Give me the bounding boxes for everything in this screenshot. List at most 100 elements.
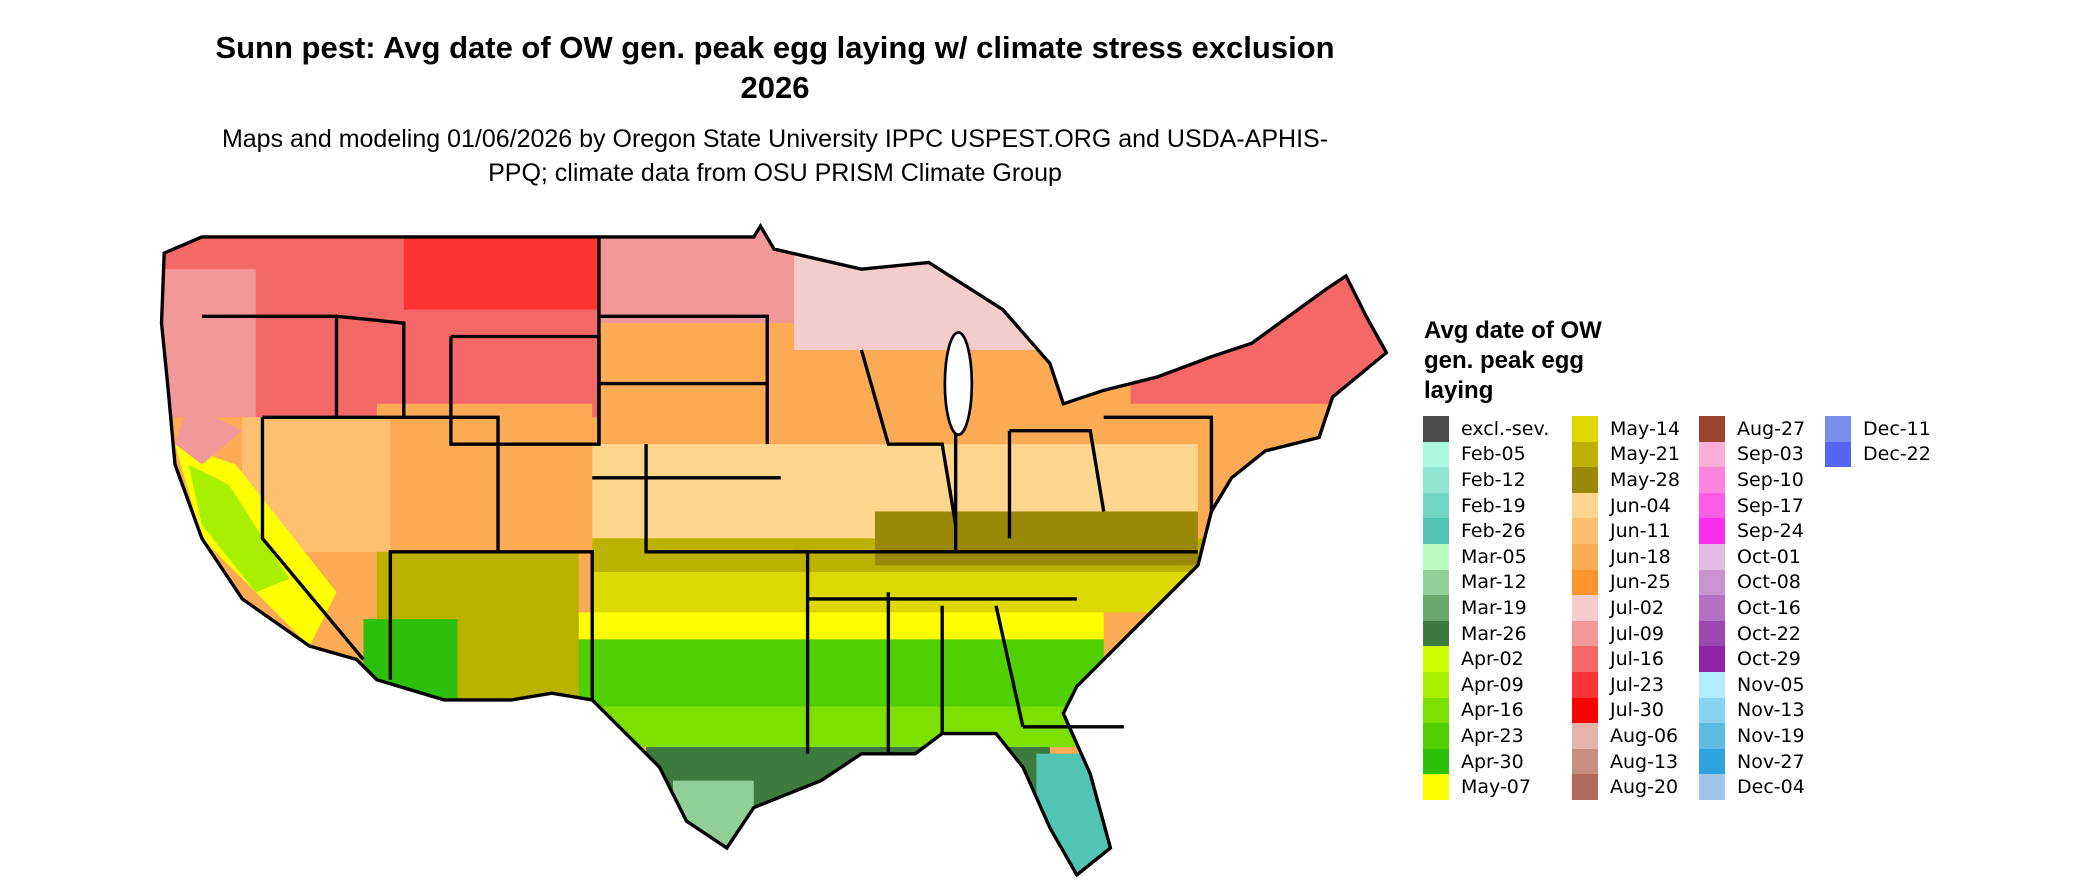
legend-swatch (1423, 416, 1449, 442)
legend-swatch (1423, 518, 1449, 544)
chart-subtitle: Maps and modeling 01/06/2026 by Oregon S… (221, 125, 1329, 187)
legend-item: Jun-25 (1572, 569, 1680, 596)
legend-item: Feb-19 (1423, 492, 1549, 519)
legend-item: Mar-12 (1423, 569, 1549, 596)
legend-label: Feb-05 (1461, 443, 1526, 466)
legend-swatch (1825, 416, 1851, 442)
legend-label: Apr-30 (1461, 750, 1524, 773)
legend-item: May-14 (1572, 416, 1680, 442)
legend-label: Jul-16 (1610, 648, 1664, 671)
legend-label: Jun-04 (1610, 494, 1671, 517)
legend-item: May-07 (1423, 774, 1549, 800)
legend-label: Jul-23 (1610, 673, 1664, 696)
legend-swatch (1572, 748, 1598, 775)
legend-item: Apr-09 (1423, 671, 1549, 698)
legend-item: Mar-26 (1423, 620, 1549, 647)
legend-item: Apr-16 (1423, 697, 1549, 724)
legend-item: Jul-16 (1572, 646, 1680, 672)
legend-label: Jul-09 (1610, 622, 1664, 645)
legend-swatch (1423, 774, 1449, 800)
legend-item: Feb-05 (1423, 441, 1549, 468)
legend-swatch (1423, 595, 1449, 621)
legend-swatch (1572, 595, 1598, 621)
legend-label: Oct-08 (1737, 571, 1801, 594)
legend-swatch (1423, 492, 1449, 519)
legend-item: Dec-04 (1699, 774, 1805, 800)
legend-label: Feb-12 (1461, 468, 1526, 491)
legend-label: May-07 (1461, 776, 1531, 799)
legend-swatch (1572, 723, 1598, 749)
state-borders (159, 224, 1389, 877)
legend-label: Sep-24 (1737, 520, 1804, 543)
legend-label: Dec-22 (1863, 443, 1931, 466)
legend-label: Jul-02 (1610, 596, 1664, 619)
legend-swatch (1572, 671, 1598, 698)
legend-item: Nov-13 (1699, 697, 1805, 724)
legend-swatch (1572, 492, 1598, 519)
legend-swatch (1572, 467, 1598, 493)
legend-swatch (1423, 646, 1449, 672)
legend-item: Nov-19 (1699, 723, 1805, 749)
legend-swatch (1572, 569, 1598, 596)
legend-label: Feb-26 (1461, 520, 1526, 543)
legend-swatch (1699, 723, 1725, 749)
legend-swatch (1699, 646, 1725, 672)
legend-swatch (1699, 774, 1725, 800)
legend-label: May-14 (1610, 417, 1680, 440)
legend-item: Aug-13 (1572, 748, 1680, 775)
legend-swatch (1699, 595, 1725, 621)
legend-item: excl.-sev. (1423, 416, 1549, 442)
legend-swatch (1423, 748, 1449, 775)
legend-label: Nov-05 (1737, 673, 1805, 696)
legend-label: Dec-11 (1863, 417, 1931, 440)
legend-label: Sep-17 (1737, 494, 1804, 517)
legend-swatch (1699, 492, 1725, 519)
legend-swatch (1423, 723, 1449, 749)
legend-swatch (1572, 620, 1598, 647)
legend-swatch (1699, 697, 1725, 724)
legend-swatch (1699, 467, 1725, 493)
legend-label: Jun-18 (1610, 545, 1671, 568)
legend-item: Oct-16 (1699, 595, 1805, 621)
legend-swatch (1825, 441, 1851, 468)
legend-item: Aug-20 (1572, 774, 1680, 800)
legend-item: Sep-24 (1699, 518, 1805, 544)
legend-label: Sep-10 (1737, 468, 1804, 491)
legend-label: Oct-29 (1737, 648, 1801, 671)
legend-label: Oct-22 (1737, 622, 1801, 645)
legend-column: May-14 May-21 May-28 Jun-04 Jun-11 Jun-18 Jun-… (1572, 416, 1680, 800)
legend-column: Dec-11 Dec-22 (1825, 416, 1931, 468)
legend-label: Aug-06 (1610, 724, 1679, 747)
legend-item: Jun-04 (1572, 492, 1680, 519)
legend-label: Apr-16 (1461, 699, 1524, 722)
legend-item: Apr-23 (1423, 723, 1549, 749)
legend-label: Aug-13 (1610, 750, 1679, 773)
legend-swatch (1699, 671, 1725, 698)
legend-item: Jul-23 (1572, 671, 1680, 698)
legend-item: Dec-11 (1825, 416, 1931, 442)
legend-item: Oct-29 (1699, 646, 1805, 672)
legend-label: Mar-26 (1461, 622, 1527, 645)
legend-item: Mar-19 (1423, 595, 1549, 621)
legend-item: Jun-11 (1572, 518, 1680, 544)
legend-item: Nov-05 (1699, 671, 1805, 698)
chart-title: Sunn pest: Avg date of OW gen. peak egg … (215, 30, 1335, 105)
legend-title: Avg date of OW gen. peak egg laying (1424, 317, 1602, 404)
legend-label: Jun-11 (1610, 520, 1671, 543)
legend-label: May-28 (1610, 468, 1680, 491)
legend-item: May-28 (1572, 467, 1680, 493)
legend-item: Oct-01 (1699, 543, 1805, 570)
legend-item: Sep-17 (1699, 492, 1805, 519)
legend-label: Apr-09 (1461, 673, 1524, 696)
legend-label: Mar-19 (1461, 596, 1527, 619)
legend-item: Feb-26 (1423, 518, 1549, 544)
legend-label: Oct-01 (1737, 545, 1801, 568)
legend-swatch (1699, 543, 1725, 570)
legend-label: Oct-16 (1737, 596, 1801, 619)
legend-label: Nov-13 (1737, 699, 1805, 722)
legend-swatch (1572, 697, 1598, 724)
legend-swatch (1423, 543, 1449, 570)
legend-item: Aug-27 (1699, 416, 1805, 442)
legend-item: Jun-18 (1572, 543, 1680, 570)
legend-label: Dec-04 (1737, 776, 1805, 799)
